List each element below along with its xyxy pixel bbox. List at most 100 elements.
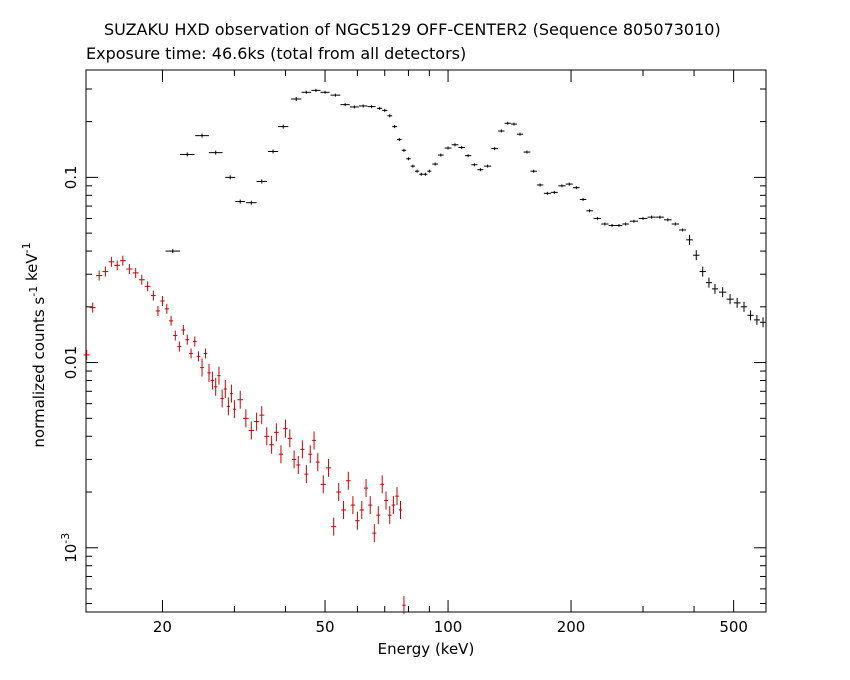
data-point — [341, 500, 346, 519]
data-point — [132, 267, 139, 278]
data-point — [355, 511, 360, 530]
data-point — [223, 379, 227, 398]
data-point — [200, 358, 204, 377]
data-point — [363, 479, 369, 498]
data-point — [287, 429, 292, 448]
data-point — [189, 348, 193, 359]
data-point — [465, 154, 472, 158]
data-point — [208, 150, 223, 155]
data-point — [226, 397, 230, 416]
data-point — [601, 222, 609, 226]
data-point — [120, 255, 126, 266]
data-point — [96, 270, 103, 281]
x-tick-label: 200 — [557, 618, 586, 636]
data-point — [312, 431, 316, 450]
data-point — [593, 216, 602, 220]
data-point — [169, 315, 174, 326]
data-point — [217, 366, 221, 385]
data-point — [368, 496, 373, 515]
series-black — [165, 88, 767, 328]
data-point — [622, 222, 629, 226]
data-point — [160, 296, 165, 307]
data-point — [320, 90, 330, 94]
data-point — [220, 389, 224, 408]
data-point — [391, 496, 396, 515]
x-tick-label: 50 — [315, 618, 334, 636]
chart-subtitle: Exposure time: 46.6ks (total from all de… — [86, 44, 467, 63]
data-point — [235, 199, 246, 204]
data-point — [138, 274, 145, 285]
data-point — [254, 412, 260, 431]
chart-title: SUZAKU HXD observation of NGC5129 OFF-CE… — [104, 20, 721, 39]
data-point — [415, 169, 420, 173]
axis-ticks — [86, 70, 767, 612]
data-point — [300, 440, 305, 459]
data-point — [458, 145, 465, 149]
data-point — [292, 450, 297, 469]
data-point — [572, 186, 580, 190]
data-point — [325, 458, 332, 477]
data-point — [471, 163, 478, 167]
data-point — [232, 400, 236, 419]
y-tick-label: 0.01 — [62, 346, 80, 379]
data-point — [372, 524, 377, 543]
data-point — [331, 517, 337, 536]
data-point — [759, 317, 767, 328]
data-point — [401, 148, 407, 152]
data-point — [89, 302, 96, 313]
data-point — [278, 124, 289, 129]
data-point — [173, 330, 178, 341]
data-point — [427, 169, 432, 173]
data-point — [376, 506, 381, 525]
data-point — [330, 93, 341, 97]
data-point — [686, 234, 693, 245]
y-tick-label: 10-3 — [59, 533, 80, 563]
data-point — [398, 500, 403, 519]
data-point — [543, 191, 551, 195]
data-point — [248, 421, 254, 440]
tick-labels: 20 50 100 200 500 0.1 0.01 10-3 — [59, 165, 748, 636]
data-point — [340, 103, 350, 107]
data-point — [256, 179, 267, 184]
data-point — [382, 108, 388, 112]
data-point — [269, 435, 274, 454]
data-point — [384, 491, 388, 510]
data-point — [207, 363, 211, 382]
data-point — [291, 96, 302, 101]
data-point — [308, 445, 313, 464]
data-point — [753, 314, 760, 325]
data-point — [114, 260, 121, 271]
data-point — [83, 349, 90, 360]
data-point — [229, 384, 233, 403]
x-tick-label: 500 — [719, 618, 748, 636]
data-point — [180, 152, 195, 157]
data-point — [536, 183, 544, 187]
data-point — [550, 190, 558, 194]
data-point — [558, 184, 566, 188]
plot-frame — [85, 69, 767, 613]
data-point — [102, 266, 109, 277]
data-point — [181, 324, 186, 335]
data-point — [504, 121, 511, 125]
data-point — [192, 336, 197, 347]
data-point — [586, 209, 593, 213]
data-point — [345, 471, 351, 490]
data-point — [214, 377, 218, 396]
data-point — [565, 182, 573, 186]
data-point — [151, 290, 156, 301]
data-point — [367, 105, 376, 109]
data-point — [195, 133, 209, 138]
data-point — [264, 427, 270, 446]
data-point — [432, 162, 438, 166]
data-point — [423, 172, 428, 176]
data-point — [108, 256, 115, 267]
data-point — [267, 149, 279, 154]
data-point — [733, 297, 741, 308]
data-point — [579, 197, 587, 201]
data-point — [705, 277, 712, 288]
data-point — [144, 281, 151, 292]
data-point — [165, 249, 181, 254]
data-point — [484, 164, 492, 168]
data-point — [274, 423, 279, 442]
data-point — [392, 125, 397, 129]
